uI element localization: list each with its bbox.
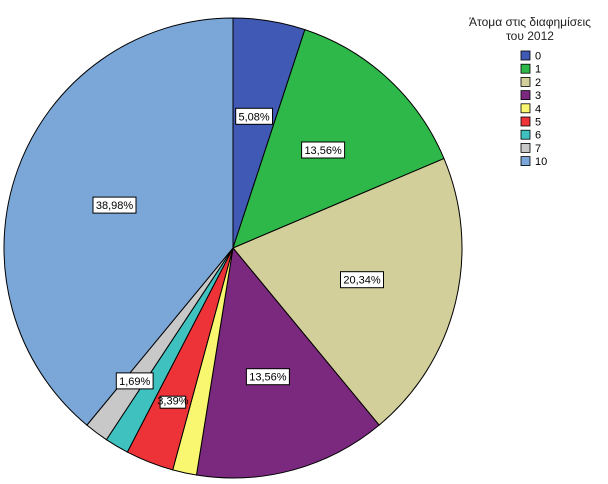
- data-label-box-2: [340, 271, 384, 289]
- legend-label-10: 10: [535, 156, 547, 168]
- data-label-box-10: [92, 196, 137, 214]
- pie-slice-2: [232, 157, 463, 426]
- data-label-box-0: [235, 107, 273, 125]
- legend-label-1: 1: [535, 64, 541, 76]
- data-label-box-5: [159, 395, 187, 409]
- data-label-2: 20,34%: [343, 275, 381, 287]
- legend-swatch-5: [520, 116, 531, 127]
- pie-slice-10: [3, 17, 234, 426]
- data-label-1: 13,56%: [304, 145, 342, 157]
- legend-label-4: 4: [535, 103, 541, 115]
- data-label-box-7: [115, 372, 154, 390]
- legend-label-5: 5: [535, 117, 541, 129]
- legend-title-line-1: Άτομα στις διαφημίσεις: [469, 15, 591, 29]
- data-label-box-1: [301, 141, 346, 159]
- data-label-box-3: [245, 368, 290, 386]
- legend-label-2: 2: [535, 77, 541, 89]
- pie-slice-1: [232, 28, 445, 249]
- data-label-3: 13,56%: [249, 372, 287, 384]
- legend-swatch-6: [520, 129, 531, 140]
- pie-labels: 5,08% 13,56% 20,34% 13,56% 3,39% 1,69% 38,98%: [92, 107, 384, 409]
- legend-label-6: 6: [535, 130, 541, 142]
- legend-label-7: 7: [535, 143, 541, 155]
- legend-swatch-2: [520, 77, 531, 87]
- data-label-10: 38,98%: [96, 200, 134, 212]
- data-label-7: 1,69%: [119, 376, 150, 388]
- data-label-0: 5,08%: [238, 111, 269, 123]
- legend-label-0: 0: [535, 51, 541, 63]
- legend-title-line-2: του 2012: [506, 29, 554, 43]
- legend-swatch-10: [520, 156, 531, 167]
- legend-label-3: 3: [535, 90, 541, 102]
- pie-slice-3: [195, 246, 380, 479]
- pie-slices: [3, 17, 463, 479]
- legend-swatch-7: [520, 142, 531, 153]
- data-label-5: 3,39%: [157, 396, 188, 408]
- legend-swatch-1: [520, 63, 531, 74]
- legend-swatch-0: [520, 50, 531, 61]
- legend-swatch-4: [520, 103, 531, 114]
- legend-swatch-3: [520, 90, 531, 100]
